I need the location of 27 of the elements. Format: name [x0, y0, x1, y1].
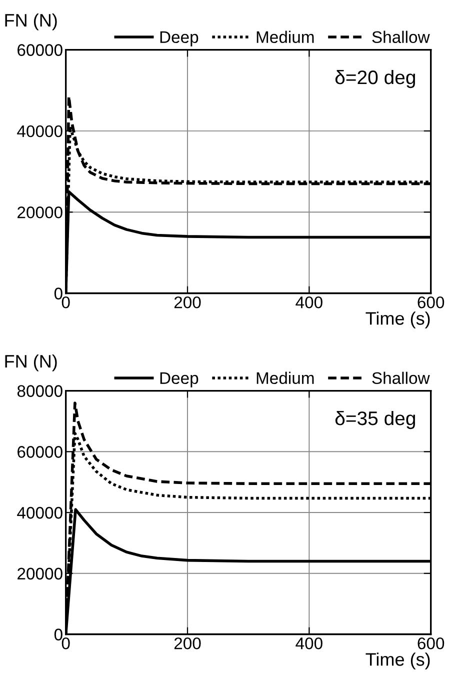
x-tick-label: 400 [296, 296, 322, 308]
y-tick-label: 0 [54, 288, 62, 300]
legend-label: Deep [160, 372, 198, 388]
x-tick-label: 200 [174, 637, 201, 650]
y-tick-label: 60000 [18, 446, 62, 458]
legend-label: Medium [256, 30, 314, 44]
legend-label: Medium [256, 372, 314, 384]
x-axis-title: Time (s) [366, 312, 430, 328]
y-tick-label: 0 [54, 628, 62, 640]
legend-label: Deep [160, 31, 198, 46]
y-tick-label: 40000 [17, 506, 62, 519]
legend-label: Shallow [372, 372, 430, 384]
y-axis-title: FN (N) [5, 13, 57, 30]
y-axis-title: FN (N) [5, 354, 57, 372]
legend-label: Shallow [372, 30, 430, 44]
x-tick-label: 200 [174, 296, 201, 308]
x-tick-label: 600 [418, 637, 444, 650]
y-tick-label: 40000 [17, 125, 62, 138]
x-tick-label: 400 [296, 637, 322, 650]
y-tick-label: 80000 [17, 385, 62, 397]
annotation: δ=20 deg [335, 70, 415, 88]
annotation: δ=35 deg [335, 410, 415, 430]
y-tick-label: 20000 [18, 206, 62, 218]
y-tick-label: 20000 [18, 568, 62, 580]
x-axis-title: Time (s) [366, 652, 430, 670]
y-tick-label: 60000 [18, 44, 62, 56]
x-tick-label: 600 [418, 296, 444, 308]
